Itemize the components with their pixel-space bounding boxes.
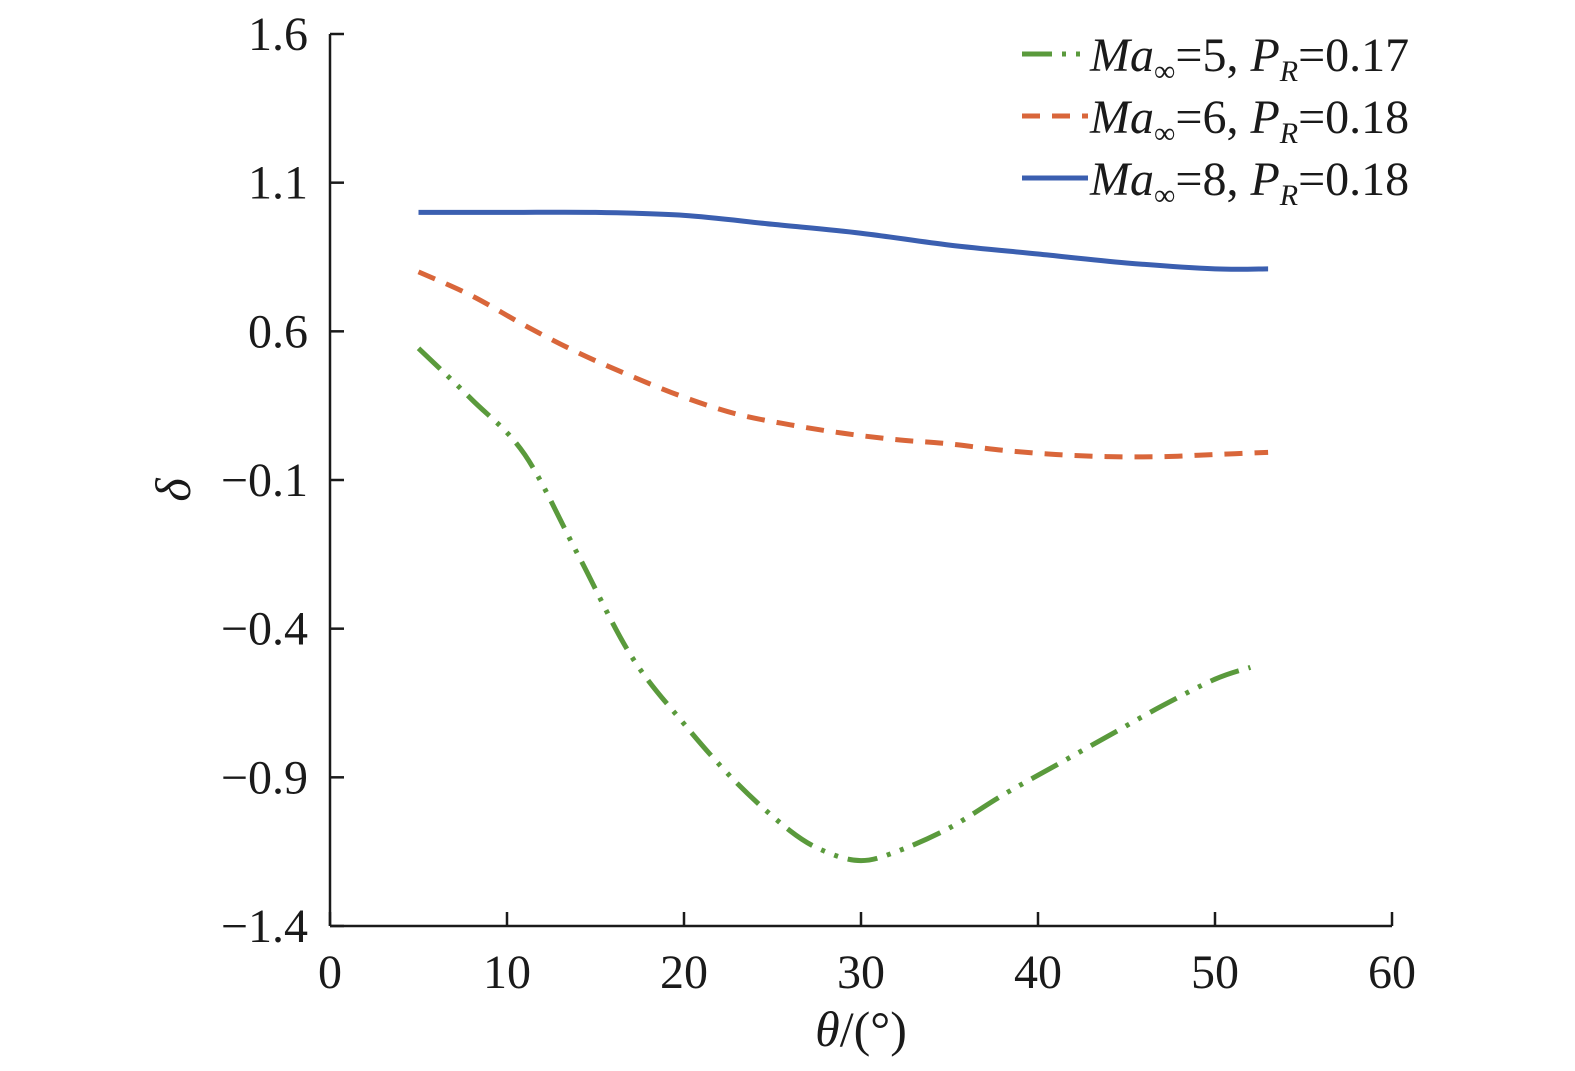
x-axis-ticks: 0 10 20 30 40 50 60	[318, 912, 1416, 999]
x-axis-label: θ/(°)	[815, 1001, 907, 1057]
y-tick-label: −0.4	[221, 603, 308, 656]
y-tick-label: −0.9	[221, 751, 308, 804]
x-tick-label: 50	[1191, 946, 1239, 999]
x-tick-label: 30	[837, 946, 885, 999]
y-axis-label: δ	[145, 478, 201, 502]
legend-item-2: Ma∞=6, PR=0.18	[1022, 91, 1409, 150]
series-line-2	[417, 269, 1269, 460]
legend-label-part: =6,	[1175, 91, 1250, 144]
legend-label-part: Ma	[1089, 91, 1154, 144]
legend-label-part: =5,	[1175, 29, 1250, 82]
series-line-1	[416, 346, 1252, 864]
legend-label-part: =0.18	[1298, 153, 1409, 206]
legend-label-part: ∞	[1154, 117, 1175, 150]
legend-label-part: P	[1249, 29, 1279, 82]
x-tick-label: 20	[660, 946, 708, 999]
legend-label-part: Ma	[1089, 29, 1154, 82]
legend-item-1: Ma∞=5, PR=0.17	[1022, 29, 1409, 88]
legend-label-part: =0.17	[1298, 29, 1409, 82]
x-tick-label: 10	[483, 946, 531, 999]
legend-label: Ma∞=8, PR=0.18	[1089, 153, 1409, 212]
x-tick-label: 40	[1014, 946, 1062, 999]
legend-label-part: =0.18	[1298, 91, 1409, 144]
legend-label-part: =8,	[1175, 153, 1250, 206]
legend-label-part: ∞	[1154, 179, 1175, 212]
series-lines	[416, 209, 1269, 864]
y-tick-label: 1.1	[248, 157, 308, 210]
x-axis-label-unit: /(°)	[840, 1001, 907, 1057]
y-tick-label: −0.1	[221, 454, 308, 507]
x-tick-label: 60	[1368, 946, 1416, 999]
legend-label-part: P	[1249, 153, 1279, 206]
series-line-3	[418, 209, 1269, 272]
legend-label-part: P	[1249, 91, 1279, 144]
plot-area: 0 10 20 30 40 50 60 1.6 1.1 0.6 −0.1 −0.4 −0.9 −1.4	[221, 8, 1416, 999]
legend-label: Ma∞=6, PR=0.18	[1089, 91, 1409, 150]
y-tick-label: 0.6	[248, 305, 308, 358]
legend-label-part: ∞	[1154, 55, 1175, 88]
legend-label: Ma∞=5, PR=0.17	[1089, 29, 1409, 88]
x-axis-label-symbol: θ	[815, 1001, 840, 1057]
y-axis-ticks: 1.6 1.1 0.6 −0.1 −0.4 −0.9 −1.4	[221, 8, 344, 953]
legend-item-3: Ma∞=8, PR=0.18	[1022, 153, 1409, 212]
y-tick-label: 1.6	[248, 8, 308, 61]
legend-label-part: R	[1279, 179, 1298, 212]
legend-label-part: R	[1279, 55, 1298, 88]
y-tick-label: −1.4	[221, 900, 308, 953]
x-tick-label: 0	[318, 946, 342, 999]
legend-label-part: R	[1279, 117, 1298, 150]
legend-label-part: Ma	[1089, 153, 1154, 206]
